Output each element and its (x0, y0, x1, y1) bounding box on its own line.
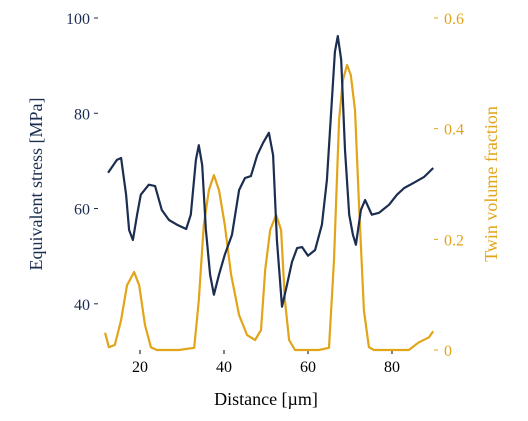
x-axis-label: Distance [µm] (214, 389, 318, 409)
y2-tick-label: 0.4 (444, 122, 464, 139)
y-tick-label: 80 (74, 106, 90, 123)
y-axis-label: Equivalent stress [MPa] (26, 98, 46, 271)
x-tick-label: 80 (384, 359, 400, 376)
x-tick-label: 60 (300, 359, 316, 376)
y-tick-label: 100 (66, 11, 90, 28)
y-tick-label: 40 (74, 297, 90, 314)
y-tick-label: 60 (74, 202, 90, 219)
x-tick-label: 40 (216, 359, 232, 376)
series-line (104, 63, 435, 352)
y2-tick-label: 0.6 (444, 11, 464, 28)
series-line (107, 35, 434, 308)
x-tick-label: 20 (132, 359, 148, 376)
y2-tick-label: 0 (444, 343, 452, 360)
y2-tick-label: 0.2 (444, 232, 464, 249)
y2-axis-label: Twin volume fraction (481, 106, 501, 262)
